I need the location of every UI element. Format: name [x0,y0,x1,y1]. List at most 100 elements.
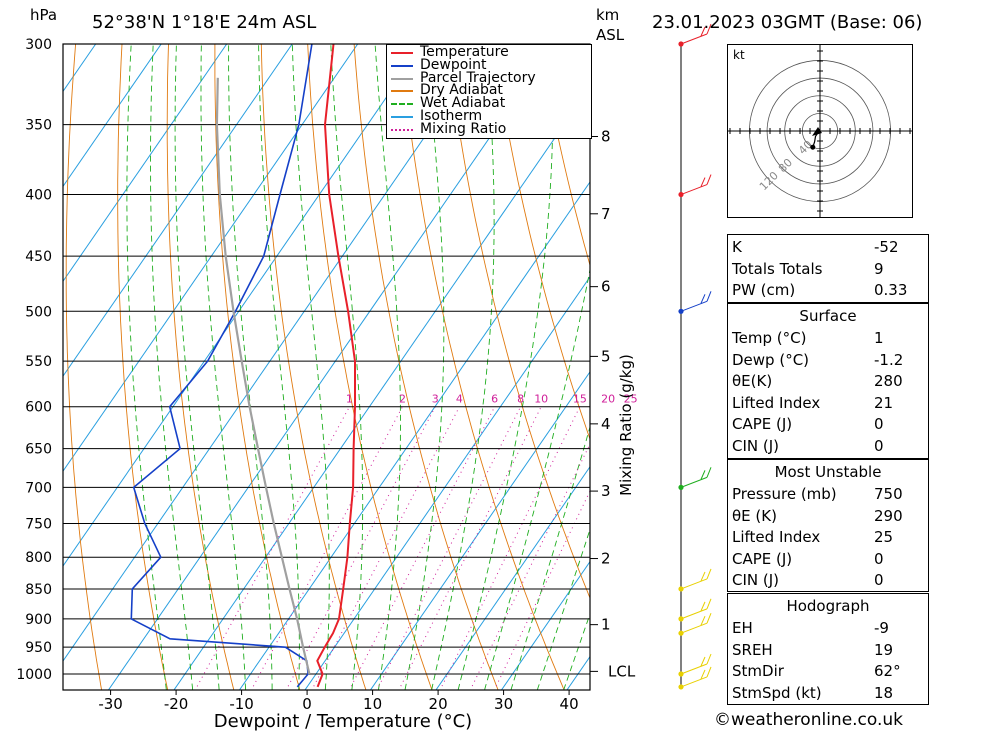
index-label: PW (cm) [732,281,796,300]
mixing-ratio-line [398,406,542,690]
wet-adiabat-line [200,44,247,690]
legend-item: Wet Adiabat [391,96,587,110]
index-label: Lifted Index [732,393,821,412]
wind-barb-feather [706,568,712,580]
wet-adiabat-line [150,44,194,690]
wet-adiabat-line [126,44,167,690]
pressure-tick-label: 350 [25,118,52,134]
wind-level-dot [678,684,684,690]
mixing-ratio-line [194,406,350,690]
pressure-tick-label: 850 [25,582,52,598]
wind-barb-feather [700,294,706,304]
dry-adiabat-line [65,44,103,690]
isotherm-line [63,44,359,472]
wind-barb-staff [680,622,708,634]
legend-item: Parcel Trajectory [391,71,587,85]
plot-frame [62,43,591,691]
index-row: Totals Totals 9 [732,259,924,280]
index-value: 19 [874,640,894,659]
index-value: 280 [874,372,903,391]
km-tick-label: 8 [601,127,611,145]
index-label: Temp (°C) [732,329,807,347]
surface-title: Surface [799,307,857,325]
pressure-tick-label: 800 [25,550,52,566]
wind-barb [680,666,712,688]
wind-barb-feather [706,291,712,302]
wet-adiabat-line [374,44,401,690]
legend-swatch [391,77,413,80]
hodograph-title: Hodograph [786,597,870,615]
isotherm-line [304,276,590,690]
wind-barb-feather [706,653,712,665]
isotherm-line [63,44,162,188]
index-row: StmSpd (kt) 18 [732,683,924,704]
dry-adiabat-line [214,44,301,690]
x-tick-label: -10 [229,695,254,713]
index-row: EH -9 [732,618,924,639]
wind-barb-feather [700,656,706,667]
km-tick-label: 7 [601,205,611,223]
wet-adiabat-line [258,44,300,690]
km-tick-label: 3 [601,482,611,500]
index-value: 21 [874,393,894,412]
legend-swatch [391,64,413,67]
wind-barb-staff [680,608,708,620]
hodograph-unit-label: kt [733,48,745,62]
mixing-ratio-line [348,406,496,690]
copyright-link[interactable]: ©weatheronline.co.uk [714,710,904,730]
index-row: θE (K) 290 [732,506,924,527]
index-row: CIN (J) 0 [732,436,924,457]
wind-barb [680,598,712,620]
wet-adiabat-line [457,44,554,690]
wind-barb-feather [706,174,712,185]
isotherm-line [63,44,293,378]
wind-barb-feather [706,666,712,678]
km-tick-label: 4 [601,415,611,433]
pressure-tick-label: 950 [25,640,52,656]
wind-barb-feather [700,177,706,187]
wind-barb [680,467,712,488]
wind-barb [680,291,712,312]
index-row: K -52 [732,237,924,258]
wet-adiabat-line [330,44,364,690]
isotherm-line [63,44,490,662]
wet-adiabat-line [563,612,590,690]
isotherm-line [238,181,590,690]
dry-adiabat-line [400,44,565,690]
wind-barb-feather [700,601,706,612]
mixing-ratio-label: 8 [517,393,524,406]
series-temperature [316,44,356,688]
wind-barb [680,613,712,634]
wind-barb-feather [700,571,706,582]
km-tick-label: LCL [608,662,636,680]
index-label: Totals Totals [732,259,823,278]
wet-adiabat-line [484,267,590,690]
dry-adiabat-line [166,44,235,690]
wind-barb-staff [680,33,708,45]
wind-barb-staff [680,676,708,688]
index-label: CAPE (J) [732,549,793,568]
index-label: Dewp (°C) [732,350,810,369]
index-label: CIN (J) [732,571,780,590]
mixing-ratio-label: 25 [624,393,638,406]
wet-adiabat-line [228,44,273,690]
dry-adiabat-line [117,44,169,690]
most-unstable-box: Most Unstable Pressure (mb) 750 θE (K) 290 L… [727,459,929,592]
legend: Temperature Dewpoint Parcel Trajectory Dry … [386,44,592,139]
dry-adiabat-line [492,44,590,441]
pressure-tick-label: 400 [25,188,52,204]
wind-barb [680,174,712,196]
index-value: 62° [874,662,901,681]
index-label: StmSpd (kt) [732,683,822,702]
isotherm-line [0,44,30,700]
index-label: StmDir [732,662,784,681]
x-axis-label: Dewpoint / Temperature (°C) [214,711,472,732]
datetime-title: 23.01.2023 03GMT (Base: 06) [652,12,923,33]
index-row: θE(K) 280 [732,371,924,392]
pressure-tick-label: 750 [25,516,52,532]
index-row: SREH 19 [732,640,924,661]
hodograph-indices-box: Hodograph EH -9 SREH 19 StmDir 62° StmSpd (kt)… [727,593,929,705]
index-row: Dewp (°C) -1.2 [732,350,924,371]
index-value: 0 [874,437,884,455]
